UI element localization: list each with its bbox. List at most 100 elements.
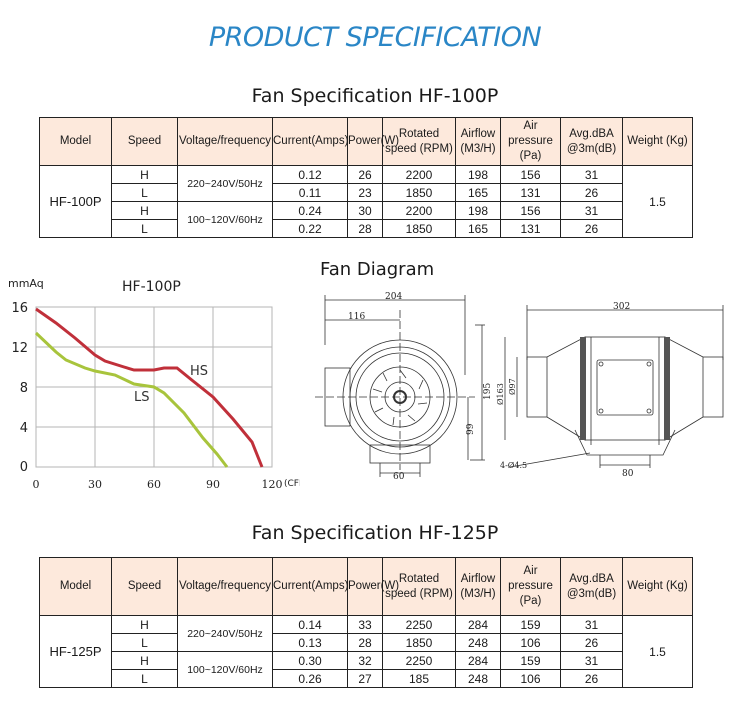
power-cell: 33: [347, 615, 383, 634]
power-cell: 28: [347, 633, 383, 652]
svg-text:90: 90: [206, 478, 220, 491]
voltage-cell: 220~240V/50Hz: [177, 165, 273, 202]
header-speed: Speed: [111, 117, 178, 166]
series-hs-label: HS: [190, 364, 208, 379]
table-row: L 0.22 28 1850 165 131 26: [40, 219, 693, 238]
dim-holes: 4-Ø4.5: [500, 461, 527, 470]
side-view-svg: 302 80 4-Ø4.5 Ø163 Ø97: [496, 302, 724, 479]
noise-cell: 31: [560, 651, 623, 670]
model-cell: HF-125P: [39, 615, 112, 688]
svg-text:60: 60: [147, 478, 161, 491]
header-weight: Weight (Kg): [622, 557, 693, 616]
dim-80: 80: [622, 469, 634, 479]
header-current: Current(Amps): [272, 117, 348, 166]
rpm-cell: 1850: [382, 219, 456, 238]
header-voltage: Voltage/frequency: [177, 117, 273, 166]
current-cell: 0.26: [272, 669, 348, 688]
power-cell: 26: [347, 165, 383, 184]
spec-title-hf125p: Fan Specification HF-125P: [251, 522, 499, 544]
table-row: HF-100P H 220~240V/50Hz 0.12 26 2200 198…: [39, 165, 693, 238]
pressure-cell: 131: [500, 183, 561, 202]
voltage-cell: 220~240V/50Hz: [177, 615, 273, 652]
table-row: L 0.11 23 1850 165 131 26: [40, 183, 693, 202]
speed-cell: H: [111, 201, 178, 220]
header-weight: Weight (Kg): [622, 117, 693, 166]
current-cell: 0.11: [272, 183, 348, 202]
current-cell: 0.30: [272, 651, 348, 670]
speed-cell: H: [111, 165, 178, 184]
power-cell: 30: [347, 201, 383, 220]
airflow-cell: 248: [455, 633, 501, 652]
dim-60: 60: [393, 472, 405, 480]
svg-text:0: 0: [20, 460, 28, 475]
header-rpm: Rotated speed (RPM): [382, 117, 456, 166]
page-title: PRODUCT SPECIFICATION: [208, 22, 542, 53]
speed-cell: H: [111, 651, 178, 670]
chart-grid: [35, 306, 273, 468]
header-voltage: Voltage/frequency: [177, 557, 273, 616]
header-power: Power(W): [347, 557, 399, 616]
dim-302: 302: [613, 302, 630, 312]
header-power: Power(W): [347, 117, 399, 166]
noise-cell: 26: [560, 633, 623, 652]
current-cell: 0.14: [272, 615, 348, 634]
noise-cell: 26: [560, 219, 623, 238]
airflow-cell: 165: [455, 183, 501, 202]
dim-outer-diameter: Ø163: [496, 383, 505, 405]
header-pressure: Air pressure (Pa): [500, 557, 561, 616]
pressure-cell: 156: [500, 165, 561, 184]
current-cell: 0.24: [272, 201, 348, 220]
spec-table-hf125p: Model Speed Voltage/frequency Current(Am…: [39, 557, 693, 688]
table-row: HF-125P H 220~240V/50Hz 0.14 33 2250 284…: [39, 615, 693, 688]
airflow-cell: 165: [455, 219, 501, 238]
power-cell: 28: [347, 219, 383, 238]
noise-cell: 31: [560, 165, 623, 184]
header-airflow: Airflow (M3/H): [455, 117, 501, 166]
header-rpm: Rotated speed (RPM): [382, 557, 456, 616]
speed-cell: L: [111, 183, 178, 202]
current-cell: 0.12: [272, 165, 348, 184]
chart-title: HF-100P: [122, 279, 181, 295]
spec-title-hf100p: Fan Specification HF-100P: [251, 85, 499, 107]
series-ls-line: [34, 331, 229, 468]
noise-cell: 31: [560, 615, 623, 634]
rpm-cell: 2200: [382, 201, 456, 220]
rpm-cell: 1850: [382, 183, 456, 202]
speed-cell: L: [111, 219, 178, 238]
dim-195: 195: [483, 383, 493, 400]
current-cell: 0.13: [272, 633, 348, 652]
airflow-cell: 284: [455, 651, 501, 670]
pressure-cell: 159: [500, 615, 561, 634]
chart-svg: mmAq HF-100P 16 12 8 4 0 0 30 60 90 120 …: [8, 277, 310, 491]
model-cell: HF-100P: [39, 165, 112, 238]
dim-204: 204: [385, 292, 402, 302]
pressure-cell: 106: [500, 633, 561, 652]
header-speed: Speed: [111, 557, 178, 616]
speed-cell: L: [111, 669, 178, 688]
spec-table-hf100p: Model Speed Voltage/frequency Current(Am…: [39, 117, 693, 238]
svg-text:4: 4: [20, 421, 28, 436]
rpm-cell: 2250: [382, 615, 456, 634]
header-current: Current(Amps): [272, 557, 348, 616]
pressure-cell: 156: [500, 201, 561, 220]
weight-cell: 1.5: [622, 615, 693, 688]
pressure-cell: 159: [500, 651, 561, 670]
table-row: L 0.26 27 185 248 106 26: [40, 669, 693, 688]
header-airflow: Airflow (M3/H): [455, 557, 501, 616]
chart-ylabel: mmAq: [8, 277, 44, 290]
svg-text:30: 30: [88, 478, 102, 491]
airflow-cell: 198: [455, 165, 501, 184]
table-row: H 100~120V/60Hz 0.30 32 2250 284 159 31: [40, 651, 693, 688]
chart-xlabel: (CFM): [284, 479, 300, 489]
diagram-title: Fan Diagram: [320, 259, 435, 280]
rpm-cell: 2250: [382, 651, 456, 670]
pressure-cell: 106: [500, 669, 561, 688]
svg-text:120: 120: [262, 478, 283, 491]
power-cell: 27: [347, 669, 383, 688]
header-noise: Avg.dBA @3m(dB): [560, 117, 623, 166]
header-pressure: Air pressure (Pa): [500, 117, 561, 166]
noise-cell: 31: [560, 201, 623, 220]
svg-text:16: 16: [11, 301, 28, 316]
svg-text:8: 8: [20, 381, 28, 396]
header-model: Model: [39, 117, 112, 166]
